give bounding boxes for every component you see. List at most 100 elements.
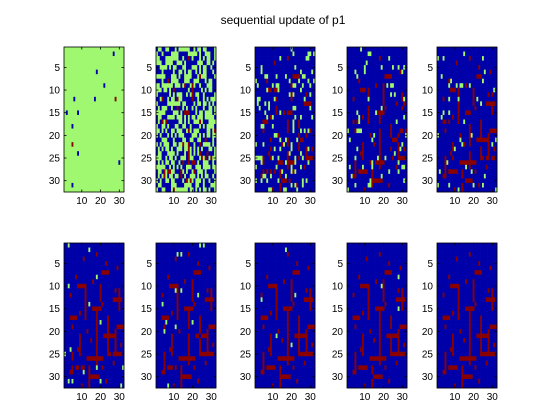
heatmap-cell xyxy=(367,164,370,170)
heatmap-cell xyxy=(397,87,400,93)
heatmap-cell xyxy=(277,128,280,134)
heatmap-cell xyxy=(86,178,89,184)
heatmap-cell xyxy=(483,65,487,71)
heatmap-cell xyxy=(491,128,494,134)
heatmap-cell xyxy=(112,96,115,102)
heatmap-cell xyxy=(373,164,376,170)
heatmap-cell xyxy=(286,160,290,166)
heatmap-cell xyxy=(271,160,275,166)
heatmap-cell xyxy=(262,137,265,143)
heatmap-cell xyxy=(99,182,102,188)
heatmap-cell xyxy=(171,182,174,188)
heatmap-cell xyxy=(64,124,67,129)
heatmap-cell xyxy=(122,96,125,102)
heatmap-cell xyxy=(482,65,485,71)
heatmap-cell xyxy=(468,51,472,57)
heatmap-cell xyxy=(262,119,265,125)
heatmap-cell xyxy=(167,87,170,93)
heatmap-cell xyxy=(69,164,72,170)
heatmap-cell xyxy=(465,47,468,52)
heatmap-cell xyxy=(480,69,483,75)
heatmap-cell xyxy=(122,164,125,170)
heatmap-cell xyxy=(369,78,372,84)
heatmap-cell xyxy=(75,173,78,179)
heatmap-cell xyxy=(480,47,483,52)
heatmap-cell xyxy=(467,96,470,102)
heatmap-cell xyxy=(380,124,383,129)
heatmap-cell xyxy=(296,65,299,71)
heatmap-cell xyxy=(300,51,303,57)
heatmap-cell xyxy=(157,151,161,157)
heatmap-cell xyxy=(169,142,172,148)
heatmap-cell xyxy=(360,164,363,170)
heatmap-cell xyxy=(69,124,72,129)
heatmap-cell xyxy=(99,119,102,125)
heatmap-cell xyxy=(92,151,95,157)
heatmap-cell xyxy=(307,119,310,125)
heatmap-cell xyxy=(390,56,393,61)
heatmap-cell xyxy=(256,142,260,148)
heatmap-cell xyxy=(157,78,161,84)
heatmap-cell xyxy=(178,178,181,184)
heatmap-cell xyxy=(182,128,185,134)
heatmap-cell xyxy=(367,47,370,52)
heatmap-cell xyxy=(271,83,275,89)
heatmap-cell xyxy=(82,128,85,134)
heatmap-cell xyxy=(262,169,265,175)
heatmap-cell xyxy=(112,182,115,188)
heatmap-cell xyxy=(105,178,108,184)
heatmap-cell xyxy=(187,182,191,188)
heatmap-cell xyxy=(470,78,473,84)
heatmap-cell xyxy=(395,137,398,143)
heatmap-cell xyxy=(384,173,387,179)
heatmap-cell xyxy=(86,146,89,152)
heatmap-cell xyxy=(307,146,310,152)
heatmap-cell xyxy=(352,101,355,107)
heatmap-cell xyxy=(67,128,70,134)
heatmap-cell xyxy=(401,124,404,129)
heatmap-cell xyxy=(459,155,462,161)
heatmap-cell xyxy=(483,151,487,157)
heatmap-cell xyxy=(277,133,280,138)
heatmap-cell xyxy=(470,146,473,152)
heatmap-cell xyxy=(307,114,310,120)
heatmap-cell xyxy=(491,51,494,57)
heatmap-cell xyxy=(195,114,198,120)
heatmap-cell xyxy=(401,178,404,184)
heatmap-cell xyxy=(474,114,477,120)
heatmap-cell xyxy=(90,69,93,75)
heatmap-cell xyxy=(65,96,69,102)
heatmap-cell xyxy=(210,105,213,111)
heatmap-cell xyxy=(268,83,271,89)
heatmap-cell xyxy=(485,65,488,71)
heatmap-cell xyxy=(157,96,161,102)
heatmap-cell xyxy=(444,146,447,152)
heatmap-cell xyxy=(450,92,453,98)
heatmap-cell xyxy=(178,119,181,125)
heatmap-cell xyxy=(67,119,70,125)
heatmap-cell xyxy=(444,96,447,102)
heatmap-cell xyxy=(362,187,365,193)
heatmap-cell xyxy=(110,87,114,93)
heatmap-cell xyxy=(268,51,271,57)
heatmap-cell xyxy=(358,164,361,170)
heatmap-cell xyxy=(187,47,191,52)
heatmap-cell xyxy=(64,92,67,98)
heatmap-cell xyxy=(309,74,312,80)
heatmap-cell xyxy=(101,160,104,166)
heatmap-cell xyxy=(476,119,479,125)
heatmap-cell xyxy=(465,83,468,89)
heatmap-cell xyxy=(388,51,391,57)
heatmap-cell xyxy=(348,173,352,179)
heatmap-cell xyxy=(478,105,481,111)
heatmap-cell xyxy=(110,92,114,98)
heatmap-cell xyxy=(186,96,189,102)
heatmap-cell xyxy=(86,124,89,129)
heatmap-cell xyxy=(313,119,316,125)
heatmap-cell xyxy=(169,133,172,138)
heatmap-cell xyxy=(86,119,89,125)
heatmap-cell xyxy=(298,146,301,152)
heatmap-cell xyxy=(311,173,314,179)
heatmap-cell xyxy=(159,78,162,84)
heatmap-cell xyxy=(303,96,306,102)
